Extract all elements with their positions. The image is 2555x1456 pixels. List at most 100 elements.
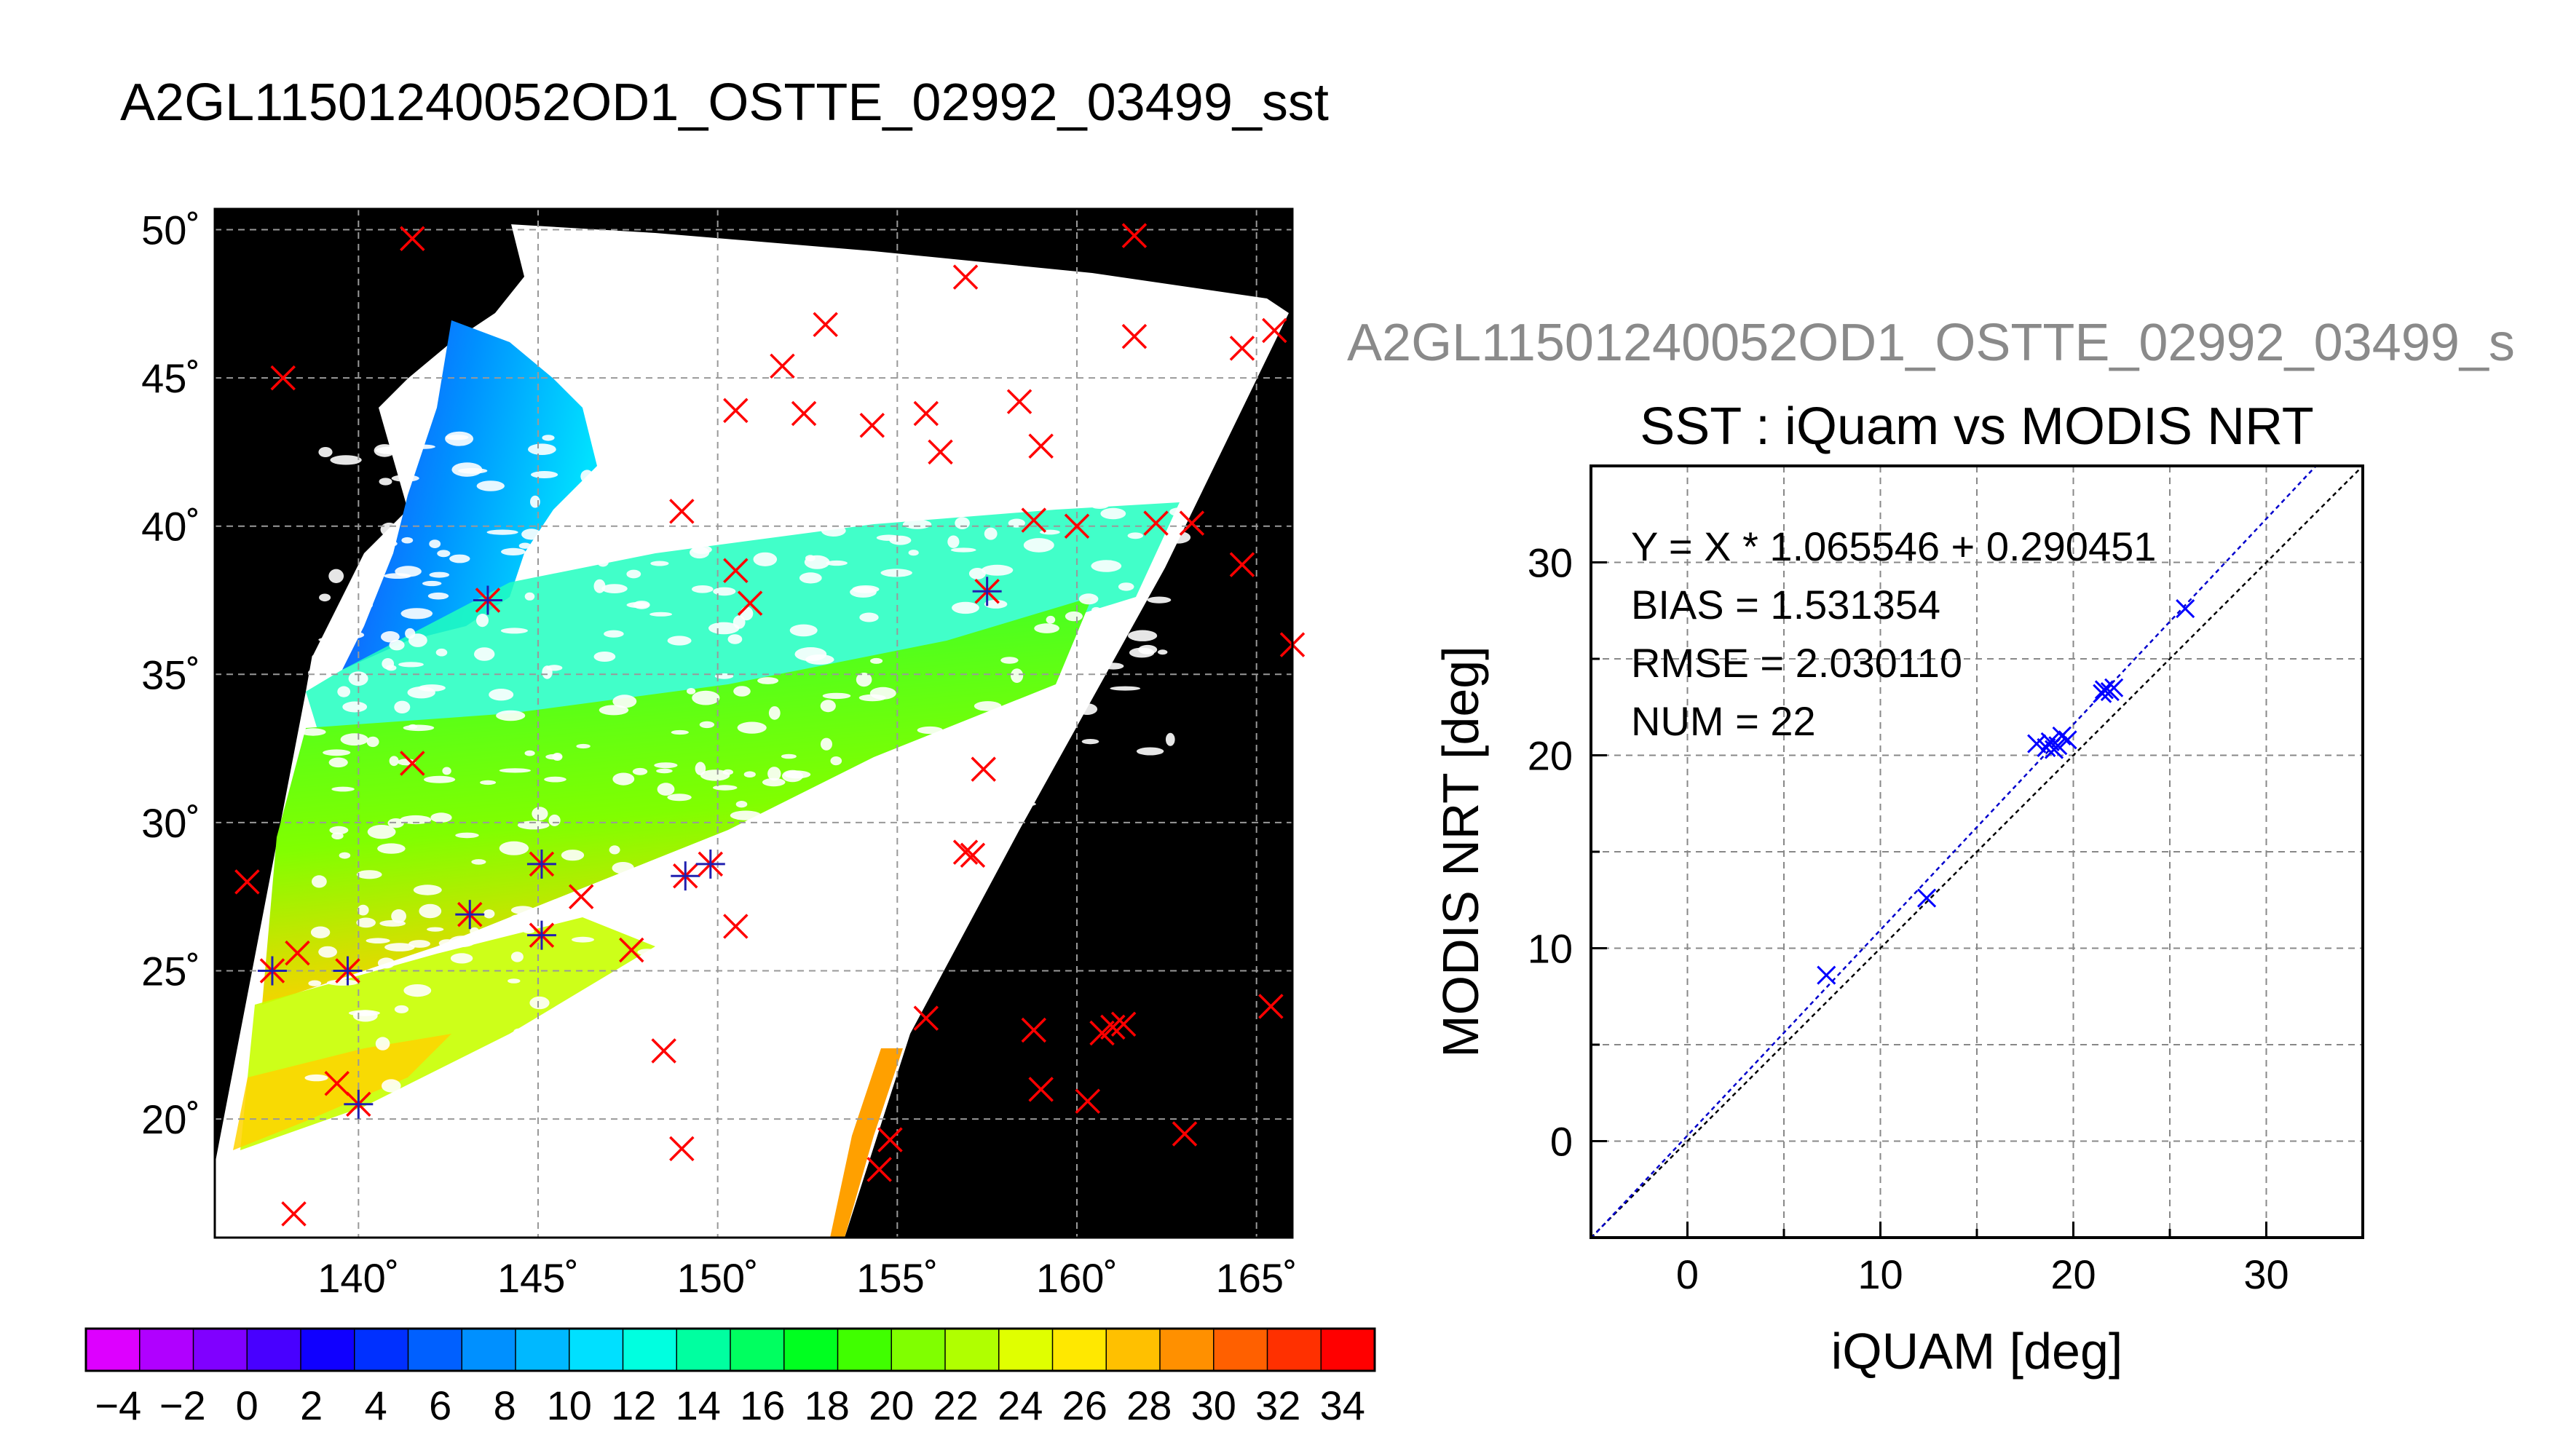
cloud-patch [328, 757, 348, 768]
identity-line [1590, 465, 2364, 1238]
sst-cold-band [342, 320, 597, 670]
cloud-patch [508, 978, 521, 984]
matchup-marker-red [877, 1127, 903, 1152]
cloud-patch [328, 569, 344, 583]
cloud-patch [869, 776, 896, 788]
matchup-marker-blue [526, 920, 556, 950]
cloud-patch [508, 914, 525, 929]
map-y-tick-label: 50˚ [141, 207, 200, 253]
matchup-marker-red [928, 439, 953, 465]
cloud-patch [1025, 479, 1044, 485]
cloud-patch [408, 940, 430, 948]
cloud-patch [814, 454, 836, 467]
cloud-patch [722, 769, 733, 775]
cloud-patch [308, 668, 331, 677]
map-y-tick-label: 20˚ [141, 1096, 200, 1142]
colorbar-cell [676, 1329, 731, 1371]
scatter-y-tick-labels: 0 10 20 30 [1528, 540, 1573, 1165]
cloud-patch [740, 873, 755, 882]
cloud-patch [518, 542, 532, 549]
cloud-patch [375, 1037, 390, 1051]
matchup-marker-red [737, 590, 763, 616]
cloud-patch [337, 630, 365, 639]
cloud-patch [510, 906, 535, 914]
cloud-patch [419, 903, 442, 919]
map-x-tick-label: 150˚ [677, 1255, 759, 1301]
cloud-patch [323, 749, 351, 756]
cloud-patch [667, 438, 690, 451]
colorbar-cell [1052, 1329, 1107, 1371]
cloud-patch [318, 447, 333, 457]
scatter-y-tick-label: 0 [1550, 1119, 1573, 1165]
map-y-tick-label: 40˚ [141, 504, 200, 550]
cloud-patch [695, 761, 706, 775]
cloud-patch [1147, 596, 1172, 604]
cloud-patch [398, 662, 424, 668]
cloud-patch [1128, 630, 1158, 641]
colorbar: −4 −2 0 2 4 6 8 10 12 14 16 18 20 22 24 26 28 30 32 34 [84, 1327, 1376, 1428]
cloud-patch [859, 612, 879, 622]
matchup-marker-blue [526, 849, 556, 879]
map-frame [213, 207, 1294, 1239]
cloud-patch [593, 652, 616, 662]
scatter-y-label: MODIS NRT [deg] [1432, 646, 1489, 1057]
cloud-patch [1081, 739, 1099, 745]
matchup-marker-red [866, 1157, 892, 1182]
cloud-patch [1070, 708, 1081, 722]
scatter-x-tick-label: 10 [1857, 1251, 1903, 1297]
cloud-patch [863, 859, 877, 872]
cloud-patch [702, 436, 726, 442]
scatter-x-label: iQUAM [deg] [1831, 1323, 2123, 1380]
map-x-tick-label: 165˚ [1216, 1255, 1298, 1301]
cloud-patch [310, 926, 331, 938]
cloud-patch [449, 935, 476, 947]
cloud-patch [984, 599, 1008, 609]
matchup-marker-blue [257, 956, 287, 986]
cloud-patch [357, 904, 369, 916]
scatter-point [2058, 730, 2077, 750]
colorbar-cells [86, 1329, 1375, 1371]
colorbar-cell [408, 1329, 462, 1371]
matchup-marker-red [913, 1005, 939, 1031]
cloud-patch [768, 706, 781, 720]
matchup-marker-red [723, 914, 749, 939]
cloud-patch [612, 772, 635, 786]
colorbar-cell [86, 1329, 141, 1371]
scatter-point [2052, 726, 2072, 746]
cloud-patch [687, 688, 696, 695]
cloud-patch [471, 859, 486, 865]
scatter-point [2093, 684, 2112, 703]
cloud-patch [352, 600, 373, 610]
cloud-patch [1021, 710, 1045, 717]
colorbar-cell [1213, 1329, 1268, 1371]
colorbar-tick-label: 8 [494, 1382, 516, 1428]
matchup-marker-red [813, 312, 838, 338]
cloud-patch [1091, 560, 1122, 572]
cloud-patch [880, 569, 912, 577]
matchup-marker-blue [333, 956, 363, 986]
cloud-patch [429, 539, 441, 548]
cloud-patch [903, 508, 930, 518]
cloud-patch [1166, 732, 1175, 746]
matchup-marker-blue [695, 849, 725, 879]
scatter-x-tick-label: 20 [2050, 1251, 2096, 1297]
matchup-marker-red [1028, 433, 1054, 459]
matchup-marker-red [400, 751, 425, 776]
cloud-patch [400, 815, 432, 825]
scatter-x-tick-label: 30 [2243, 1251, 2289, 1297]
cloud-patch [952, 601, 979, 614]
cloud-patch [531, 471, 558, 478]
cloud-patch [976, 755, 991, 765]
cloud-patch [395, 566, 422, 577]
cloud-patch [1102, 662, 1124, 670]
matchup-marker-red [1179, 510, 1205, 536]
map-x-tick-label: 160˚ [1036, 1255, 1118, 1301]
cloud-patch [500, 628, 529, 634]
cloud-patch [965, 477, 984, 484]
cloud-patch [546, 665, 563, 671]
cloud-patch [789, 448, 806, 457]
colorbar-tick-label: 28 [1126, 1382, 1172, 1428]
scatter-y-tick-label: 20 [1528, 733, 1573, 779]
colorbar-cell [730, 1329, 785, 1371]
matchup-marker-red [1121, 223, 1148, 248]
